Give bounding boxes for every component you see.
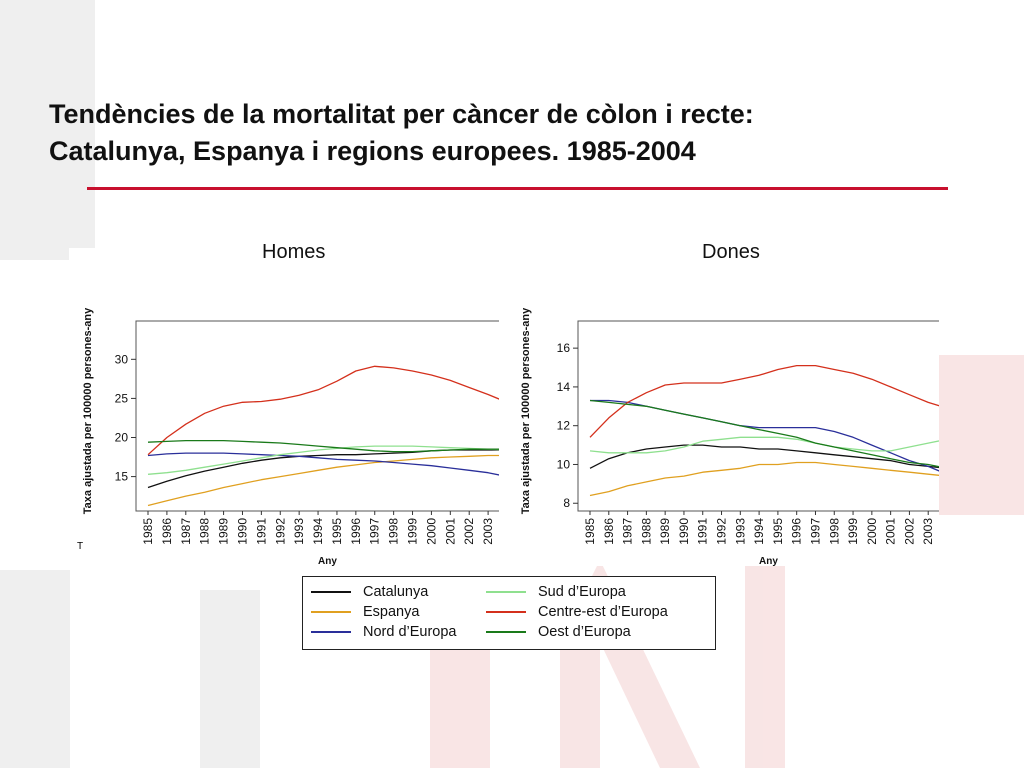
legend-swatch [486, 631, 526, 633]
legend-label: Nord d’Europa [363, 624, 457, 640]
y-tick-label: 30 [115, 352, 129, 366]
x-tick-label: 1993 [733, 518, 747, 545]
series-line-nord-d-europa [147, 452, 499, 476]
legend-label: Catalunya [363, 584, 429, 600]
x-tick-label: 1994 [752, 518, 766, 545]
x-tick-label: 1990 [677, 518, 691, 545]
x-tick-label: 1992 [715, 518, 729, 545]
x-tick-label: 2000 [865, 518, 879, 545]
x-tick-label: 1999 [846, 518, 860, 545]
chart-dones: 8 10 12 14 16 1985 1986 1987 1988 1989 1990 1991 199… [520, 307, 939, 567]
series-line-espanya [589, 461, 939, 497]
x-tick-label: 2001 [884, 518, 898, 545]
chart-title-homes: Homes [262, 241, 326, 263]
y-axis-label: Taxa ajustada per 100000 persones-any [520, 307, 532, 514]
x-tick-label: 1991 [696, 518, 710, 545]
legend-item-oest-europa: Oest d’Europa [486, 622, 631, 642]
x-tick-label: 2000 [424, 518, 438, 545]
legend-label: Centre-est d’Europa [538, 604, 668, 620]
series-line-sud-d-europa [589, 436, 939, 454]
legend-item-centre-est-europa: Centre-est d’Europa [486, 602, 668, 622]
x-tick-label: 1999 [406, 518, 420, 545]
series-line-oest-d-europa [589, 399, 939, 468]
x-tick-label: 1991 [254, 518, 268, 545]
x-tick-label: 1995 [771, 518, 785, 545]
x-tick-label: 1987 [621, 518, 635, 545]
x-tick-label: 1993 [292, 518, 306, 545]
x-tick-label: 1985 [141, 518, 155, 545]
x-tick-label: 1989 [658, 518, 672, 545]
plot-frame [577, 320, 939, 512]
legend-swatch [311, 611, 351, 613]
x-tick-label: 1988 [198, 518, 212, 545]
x-tick-label: 1992 [273, 518, 287, 545]
x-tick-label: 1998 [387, 518, 401, 545]
chart-legend: Catalunya Espanya Nord d’Europa Sud d’Eu… [302, 576, 716, 650]
x-tick-label: 1997 [808, 518, 822, 545]
y-tick-label: 12 [557, 419, 571, 433]
slide-title: Tendències de la mortalitat per càncer d… [49, 96, 979, 170]
x-tick-label: 1996 [349, 518, 363, 545]
slide-title-line-2: Catalunya, Espanya i regions europees. 1… [49, 136, 696, 166]
x-tick-label: 2001 [443, 518, 457, 545]
x-tick-label: 1988 [639, 518, 653, 545]
y-axis-label: Taxa ajustada per 100000 persones-any [82, 307, 94, 514]
x-tick-label: 1989 [217, 518, 231, 545]
x-tick-label: 1986 [160, 518, 174, 545]
chart-title-dones: Dones [702, 241, 760, 263]
y-tick-label: 15 [115, 470, 129, 484]
x-tick-label: 1996 [790, 518, 804, 545]
x-tick-label: 1986 [602, 518, 616, 545]
x-tick-label: 1995 [330, 518, 344, 545]
x-axis-label: Any [318, 556, 337, 567]
legend-item-nord-europa: Nord d’Europa [311, 622, 457, 642]
x-tick-label: 1990 [235, 518, 249, 545]
x-tick-label: 2003 [481, 518, 495, 545]
y-tick-label: 14 [557, 380, 571, 394]
y-tick-label: 10 [557, 457, 571, 471]
y-tick-label: 25 [115, 391, 129, 405]
x-tick-label: 1994 [311, 518, 325, 545]
legend-swatch [486, 591, 526, 593]
series-line-centre-est-d-europa [589, 364, 939, 438]
legend-swatch [486, 611, 526, 613]
legend-label: Oest d’Europa [538, 624, 631, 640]
slide-title-line-1: Tendències de la mortalitat per càncer d… [49, 99, 754, 129]
x-tick-label: 2003 [921, 518, 935, 545]
legend-label: Sud d’Europa [538, 584, 626, 600]
legend-item-sud-europa: Sud d’Europa [486, 582, 626, 602]
series-line-espanya [147, 454, 499, 507]
x-tick-label: 2002 [462, 518, 476, 545]
x-tick-label: 1998 [827, 518, 841, 545]
x-tick-label: 1987 [179, 518, 193, 545]
series-line-catalunya [589, 444, 939, 469]
x-axis-label: Any [759, 556, 778, 567]
series-line-centre-est-d-europa [147, 365, 499, 456]
series-line-sud-d-europa [147, 445, 499, 475]
x-tick-label: 2002 [902, 518, 916, 545]
chart-homes: 15 20 25 30 1985 1986 1987 1988 1989 1990 1991 1992… [82, 307, 499, 567]
axis-label-fragment: T [77, 541, 84, 552]
legend-swatch [311, 631, 351, 633]
y-tick-label: 20 [115, 431, 129, 445]
series-line-oest-d-europa [147, 439, 499, 453]
legend-item-catalunya: Catalunya [311, 582, 428, 602]
y-tick-label: 8 [563, 496, 570, 510]
legend-item-espanya: Espanya [311, 602, 419, 622]
y-tick-label: 16 [557, 341, 571, 355]
x-tick-label: 1985 [583, 518, 597, 545]
title-underline [87, 187, 948, 190]
legend-swatch [311, 591, 351, 593]
x-tick-label: 1997 [368, 518, 382, 545]
plot-frame [135, 320, 499, 512]
legend-label: Espanya [363, 604, 420, 620]
